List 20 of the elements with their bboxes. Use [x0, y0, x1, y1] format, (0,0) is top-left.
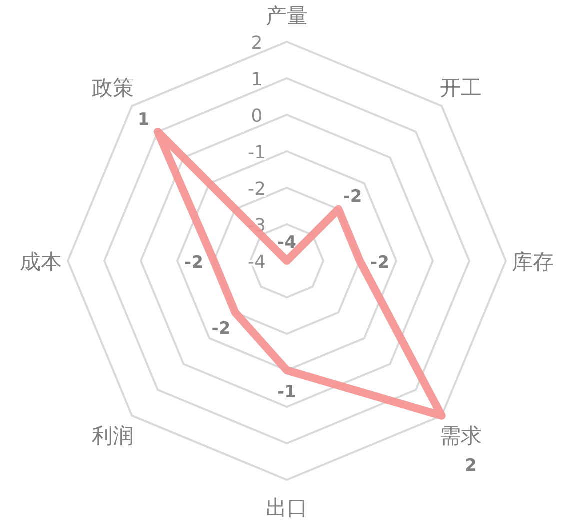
y-tick-label: 0: [251, 106, 263, 127]
data-label: -1: [278, 382, 296, 402]
y-tick-label: 2: [251, 33, 263, 54]
data-label: 1: [138, 110, 150, 130]
data-label: -2: [370, 253, 390, 273]
spoke-label: 产量: [266, 4, 308, 28]
spoke-label: 库存: [512, 250, 554, 274]
y-tick-label: -1: [248, 142, 266, 164]
spoke-label: 开工: [440, 76, 482, 100]
data-label: -2: [212, 318, 231, 339]
y-tick-label: 1: [251, 70, 263, 90]
spoke-label: 出口: [266, 496, 308, 520]
data-label: -2: [184, 253, 204, 273]
data-label: 2: [465, 456, 477, 476]
spoke-label: 利润: [92, 424, 134, 448]
spoke-label: 需求: [440, 424, 482, 448]
spoke-label: 成本: [20, 250, 62, 274]
y-tick-label: -2: [248, 179, 266, 200]
spoke-label: 政策: [92, 76, 134, 100]
data-label: -2: [343, 187, 362, 208]
